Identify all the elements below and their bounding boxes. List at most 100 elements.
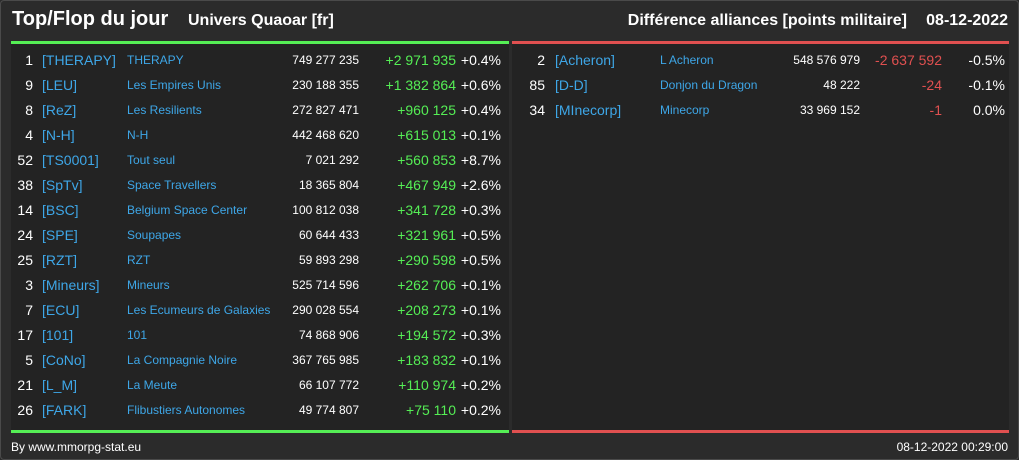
alliance-rank: 38 [17,177,33,193]
alliance-tag-link[interactable]: [D-D] [555,77,588,93]
points-difference: +75 110 [406,402,456,418]
alliance-points: 290 028 554 [292,303,359,317]
points-difference: +1 382 864 [385,77,456,93]
alliance-points: 60 644 433 [298,228,359,242]
alliance-tag-link[interactable]: [MInecorp] [555,102,622,118]
alliance-tag-link[interactable]: [L_M] [42,377,78,393]
alliance-rank: 7 [25,302,33,318]
alliance-tag-link[interactable]: [ECU] [42,302,80,318]
points-difference: +183 832 [397,352,456,368]
alliance-rank: 17 [17,327,33,343]
alliance-name-link[interactable]: Tout seul [127,153,176,167]
points-difference: +290 598 [397,252,456,268]
ranking-type-title: Différence alliances [points militaire] [627,12,907,29]
alliance-points: 59 893 298 [298,253,359,267]
alliance-points: 100 812 038 [292,203,359,217]
percent-change: +2.6% [460,177,501,193]
points-difference: +615 013 [397,127,456,143]
points-difference: -24 [921,77,942,93]
alliance-rank: 2 [537,52,545,68]
page-title: Top/Flop du jour [12,8,169,30]
alliance-rank: 8 [25,102,33,118]
alliance-row: 34 [MInecorp] Minecorp 33 969 152 -1 0.0% [512,98,1009,123]
footer-timestamp: 08-12-2022 00:29:00 [896,440,1008,454]
alliance-row: 8 [ReZ] Les Resilients 272 827 471 +960 125 +… [11,98,509,123]
alliance-points: 66 107 772 [298,378,359,392]
percent-change: +0.2% [460,377,501,393]
percent-change: +0.1% [460,302,501,318]
alliance-name-link[interactable]: La Meute [127,378,178,392]
universe-subtitle: Univers Quaoar [fr] [188,12,334,29]
alliance-tag-link[interactable]: [Mineurs] [42,277,100,293]
alliance-points: 272 827 471 [292,103,359,117]
alliance-tag-link[interactable]: [TS0001] [42,152,99,168]
points-difference: +467 949 [397,177,456,193]
percent-change: -0.5% [968,52,1005,68]
alliance-name-link[interactable]: Soupapes [127,228,182,242]
alliance-row: 7 [ECU] Les Ecumeurs de Galaxies 290 028 55… [11,298,509,323]
alliance-points: 525 714 596 [292,278,359,292]
alliance-row: 17 [101] 101 74 868 906 +194 572 +0.3% [11,323,509,348]
alliance-rank: 14 [17,202,33,218]
alliance-name-link[interactable]: L Acheron [660,53,714,67]
alliance-tag-link[interactable]: [FARK] [42,402,87,418]
alliance-points: 230 188 355 [292,78,359,92]
percent-change: +0.1% [460,127,501,143]
points-difference: +341 728 [397,202,456,218]
alliance-name-link[interactable]: Les Resilients [127,103,202,117]
alliance-name-link[interactable]: Mineurs [127,278,170,292]
alliance-tag-link[interactable]: [BSC] [42,202,79,218]
alliance-name-link[interactable]: Belgium Space Center [127,203,248,217]
percent-change: +0.5% [460,227,501,243]
points-difference: +194 572 [397,327,456,343]
header: Top/Flop du jour Univers Quaoar [fr] Dif… [1,1,1018,39]
alliance-rank: 1 [25,52,33,68]
alliance-points: 74 868 906 [298,328,359,342]
alliance-row: 38 [SpTv] Space Travellers 18 365 804 +467 9… [11,173,509,198]
source-link[interactable]: By www.mmorpg-stat.eu [11,440,142,454]
percent-change: +0.1% [460,352,501,368]
percent-change: +0.1% [460,277,501,293]
points-difference: -2 637 592 [875,52,942,68]
alliance-tag-link[interactable]: [LEU] [42,77,78,93]
alliance-points: 548 576 979 [793,53,860,67]
alliance-name-link[interactable]: THERAPY [127,53,184,67]
alliance-rank: 25 [17,252,33,268]
alliance-tag-link[interactable]: [Acheron] [555,52,615,68]
points-difference: +960 125 [397,102,456,118]
alliance-points: 18 365 804 [298,178,359,192]
alliance-tag-link[interactable]: [RZT] [42,252,77,268]
alliance-row: 85 [D-D] Donjon du Dragon 48 222 -24 -0.1% [512,73,1009,98]
alliance-tag-link[interactable]: [101] [42,327,74,343]
alliance-name-link[interactable]: N-H [127,128,149,142]
alliance-row: 4 [N-H] N-H 442 468 620 +615 013 +0.1% [11,123,509,148]
alliance-tag-link[interactable]: [THERAPY] [42,52,116,68]
alliance-row: 26 [FARK] Flibustiers Autonomes 49 774 807 +… [11,398,509,423]
points-difference: +321 961 [397,227,456,243]
alliance-points: 48 222 [823,78,860,92]
alliance-points: 49 774 807 [298,403,359,417]
alliance-rank: 34 [529,102,545,118]
alliance-name-link[interactable]: 101 [127,328,148,342]
percent-change: 0.0% [973,102,1005,118]
top-losers-panel: 2 [Acheron] L Acheron 548 576 979 -2 637 592… [512,41,1009,433]
alliance-row: 3 [Mineurs] Mineurs 525 714 596 +262 706 +0.1… [11,273,509,298]
alliance-name-link[interactable]: RZT [127,253,151,267]
alliance-row: 21 [L_M] La Meute 66 107 772 +110 974 +0.2% [11,373,509,398]
alliance-name-link[interactable]: Flibustiers Autonomes [127,403,246,417]
alliance-name-link[interactable]: Les Empires Unis [127,78,222,92]
alliance-tag-link[interactable]: [N-H] [42,127,75,143]
alliance-name-link[interactable]: Minecorp [660,103,710,117]
alliance-tag-link[interactable]: [CoNo] [42,352,86,368]
alliance-tag-link[interactable]: [ReZ] [42,102,77,118]
alliance-row: 5 [CoNo] La Compagnie Noire 367 765 985 +183… [11,348,509,373]
alliance-row: 2 [Acheron] L Acheron 548 576 979 -2 637 592… [512,48,1009,73]
alliance-tag-link[interactable]: [SPE] [42,227,78,243]
alliance-name-link[interactable]: Donjon du Dragon [660,78,758,92]
top-gainers-panel: 1 [THERAPY] THERAPY 749 277 235 +2 971 935 +0… [11,41,509,433]
percent-change: +0.4% [460,52,501,68]
alliance-name-link[interactable]: La Compagnie Noire [127,353,238,367]
alliance-name-link[interactable]: Les Ecumeurs de Galaxies [127,303,271,317]
alliance-tag-link[interactable]: [SpTv] [42,177,83,193]
alliance-name-link[interactable]: Space Travellers [127,178,217,192]
